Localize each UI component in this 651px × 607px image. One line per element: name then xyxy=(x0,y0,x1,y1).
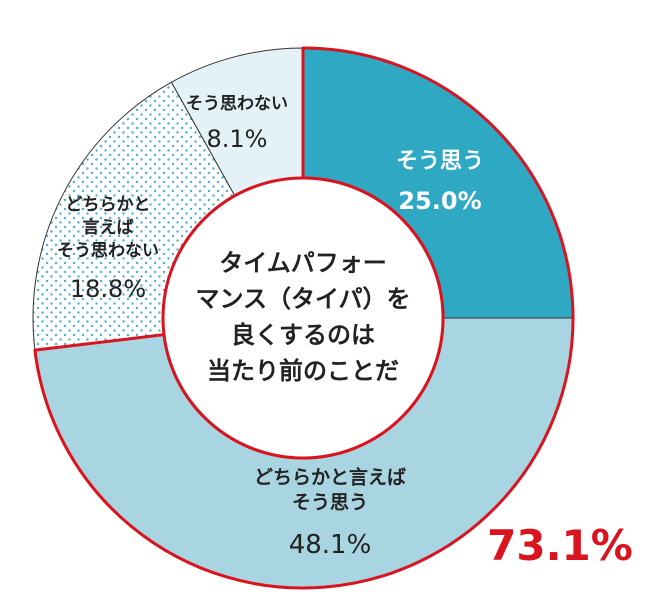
category-label: どちらかと言えばそう思う xyxy=(254,465,406,513)
value-label: 8.1% xyxy=(207,125,268,153)
category-label: そう思わない xyxy=(186,94,288,114)
value-label: 48.1% xyxy=(289,530,372,560)
center-circle xyxy=(161,176,445,460)
value-label: 18.8% xyxy=(70,275,146,303)
highlight-label: 73.1% xyxy=(487,521,633,570)
value-label: 25.0% xyxy=(398,187,481,215)
category-label: どちらかと言えばそう思わない xyxy=(57,195,159,261)
category-label: そう思う xyxy=(396,149,484,174)
center-title: タイムパフォーマンス（タイパ）を良くするのは当たり前のことだ xyxy=(195,249,410,385)
